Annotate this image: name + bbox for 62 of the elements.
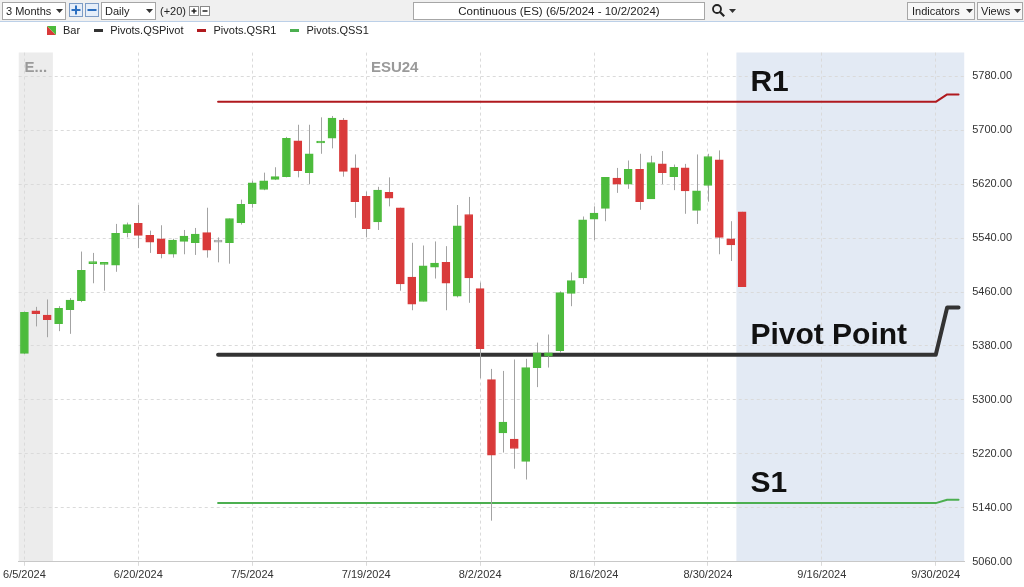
candlestick [225, 218, 234, 265]
dropdown-field: 3 Months [2, 2, 66, 20]
x-tick-label: 8/16/2024 [569, 568, 619, 581]
candlestick [441, 245, 451, 311]
candlestick [669, 164, 679, 191]
candlestick [327, 115, 337, 149]
text-field: Continuous (ES) (6/5/2024 - 10/2/2024) [413, 2, 705, 20]
x-tick-label: 8/2/2024 [458, 568, 502, 581]
legend-label: Pivots.QSR1 [213, 23, 277, 37]
candlestick [726, 220, 736, 262]
x-tick-label: 9/30/2024 [911, 568, 961, 581]
candlestick [384, 176, 394, 207]
button: Views [977, 2, 1023, 20]
candlestick [692, 153, 701, 225]
candlestick [168, 238, 177, 259]
y-tick-label: 5300.00 [972, 392, 1012, 405]
x-tick-label: 6/5/2024 [3, 568, 46, 581]
candlestick [88, 252, 98, 284]
y-tick-label: 5060.00 [972, 554, 1012, 567]
x-tick-label: 7/19/2024 [341, 568, 391, 581]
x-tick-label: 6/20/2024 [113, 568, 163, 581]
candlestick [99, 262, 109, 292]
candlestick [623, 160, 633, 190]
chart-title: Continuous (ES) (6/5/2024 - 10/2/2024) [458, 5, 660, 17]
x-tick-label: 7/5/2024 [230, 568, 274, 581]
y-tick-label: 5540.00 [972, 231, 1012, 244]
candlestick [544, 334, 553, 369]
candlestick [236, 199, 246, 226]
x-tick-label: 8/30/2024 [683, 568, 733, 581]
candlestick [156, 224, 166, 259]
candlestick [134, 204, 143, 249]
candlestick [54, 305, 63, 332]
legend-label: Bar [63, 23, 81, 37]
annotation: E... [24, 57, 48, 75]
annotation: S1 [750, 465, 788, 499]
legend-label: Pivots.QSS1 [306, 23, 369, 37]
annotation: R1 [750, 64, 789, 98]
dropdown-field: Daily [101, 2, 156, 20]
candlestick [304, 124, 314, 185]
y-tick-label: 5780.00 [972, 69, 1012, 82]
button: Indicators [907, 2, 975, 20]
y-tick-label: 5380.00 [972, 339, 1012, 352]
candlestick [509, 358, 519, 470]
candlestick [566, 271, 576, 307]
x-tick-label: 9/16/2024 [797, 568, 847, 581]
candlestick [589, 205, 599, 241]
candlestick [145, 230, 155, 254]
candlestick [532, 342, 542, 388]
y-tick-label: 5460.00 [972, 285, 1012, 298]
annotation: Pivot Point [750, 317, 908, 351]
candlestick [658, 150, 667, 185]
toolbar: 3 Months Daily (+20) Continuous (ES) (6/5/2024 - 10/2/2024) Indicators Views [0, 0, 1024, 22]
annotation: ESU24 [370, 57, 420, 75]
y-tick-label: 5620.00 [972, 177, 1012, 190]
candlestick [202, 207, 212, 259]
y-tick-label: 5140.00 [972, 500, 1012, 513]
y-tick-label: 5220.00 [972, 446, 1012, 459]
candlestick [190, 227, 200, 256]
candlestick [42, 298, 52, 338]
y-tick-label: 5700.00 [972, 123, 1012, 136]
candlestick [247, 180, 257, 209]
legend-label: Pivots.QSPivot [110, 23, 184, 37]
